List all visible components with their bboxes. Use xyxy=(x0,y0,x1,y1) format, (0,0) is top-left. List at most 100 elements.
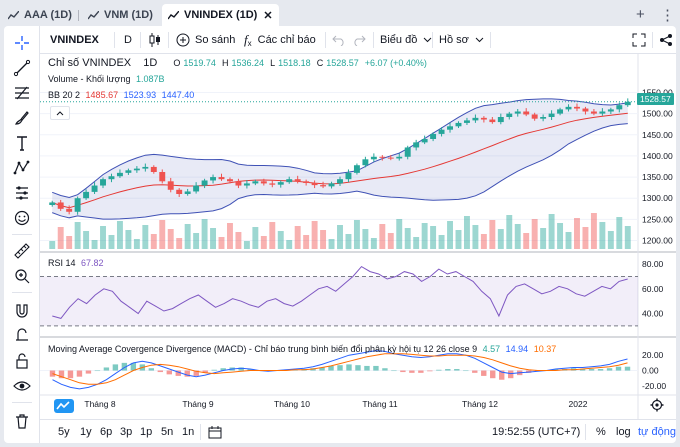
range-3m[interactable]: 3p xyxy=(120,426,133,438)
toolbar-divider xyxy=(12,234,32,235)
range-5d[interactable]: 5n xyxy=(161,426,174,438)
tab-divider xyxy=(78,10,79,21)
candle-body xyxy=(480,117,487,120)
time-tick-label: Tháng 12 xyxy=(462,399,498,409)
chevron-up-icon xyxy=(56,110,64,115)
candle-body xyxy=(599,111,606,114)
volume-bar xyxy=(540,228,547,249)
volume-label: Volume - Khối lượng xyxy=(48,74,131,84)
lock-icon[interactable] xyxy=(10,350,34,372)
trash-icon[interactable] xyxy=(10,410,34,432)
share-icon[interactable] xyxy=(659,26,673,54)
volume-bar xyxy=(574,218,580,249)
profile-dropdown[interactable]: Hồ sơ xyxy=(439,26,484,54)
range-1d[interactable]: 1n xyxy=(182,426,195,438)
price-tick-label: 1200.00 xyxy=(642,236,673,246)
bb-label: BB 20 2 xyxy=(48,90,81,100)
volume-bar xyxy=(311,221,318,249)
brush-icon[interactable] xyxy=(10,107,34,129)
range-5y[interactable]: 5y xyxy=(58,426,70,438)
goto-date-icon[interactable] xyxy=(208,420,222,443)
candle-body xyxy=(574,106,580,109)
redo-icon[interactable] xyxy=(352,26,366,54)
macd-histogram-bar xyxy=(166,370,172,375)
magnet-icon[interactable] xyxy=(10,300,34,322)
candle-body xyxy=(413,142,420,148)
range-6m[interactable]: 6p xyxy=(100,426,113,438)
percent-toggle[interactable]: % xyxy=(596,426,606,438)
candle-body xyxy=(83,191,90,199)
volume-bar xyxy=(430,226,437,249)
gear-icon[interactable] xyxy=(650,398,664,417)
text-tool-icon[interactable] xyxy=(10,132,34,154)
eye-icon[interactable] xyxy=(10,375,34,397)
trend-line-icon[interactable] xyxy=(10,57,34,79)
tab-vnm[interactable]: VNM (1D) xyxy=(88,4,153,26)
macd-histogram-bar xyxy=(499,370,505,380)
signal-line xyxy=(52,353,628,385)
macd-histogram-bar xyxy=(112,364,119,371)
zoom-in-icon[interactable] xyxy=(10,265,34,287)
tab-vnindex[interactable]: VNINDEX (1D) ✕ xyxy=(162,4,279,26)
macd-histogram-bar xyxy=(400,370,406,373)
volume-bar xyxy=(201,219,208,249)
volume-bar xyxy=(227,223,233,249)
tabs-menu-icon[interactable]: ⋮ xyxy=(660,7,675,24)
compare-button[interactable]: So sánh xyxy=(176,26,235,54)
chart-type-dropdown[interactable]: Biểu đồ xyxy=(380,26,432,54)
toolbar-divider xyxy=(12,402,32,403)
range-1y[interactable]: 1y xyxy=(80,426,92,438)
pattern-tool-icon[interactable] xyxy=(10,157,34,179)
tradingview-logo[interactable] xyxy=(54,399,74,413)
candle-body xyxy=(531,114,538,119)
macd-histogram-bar xyxy=(103,367,110,371)
add-tab-icon[interactable]: + xyxy=(636,6,645,23)
fullscreen-icon[interactable] xyxy=(632,26,646,54)
volume-bar xyxy=(455,230,462,249)
bollinger-lower-line xyxy=(52,123,628,220)
crosshair-icon[interactable] xyxy=(10,32,34,54)
candle-style-icon[interactable] xyxy=(148,26,162,54)
close-tab-icon[interactable]: ✕ xyxy=(263,9,273,22)
prediction-tool-icon[interactable] xyxy=(10,182,34,204)
emoji-icon[interactable] xyxy=(10,207,34,229)
volume-bar xyxy=(66,236,73,249)
rsi-legend: RSI 14 67.82 xyxy=(48,258,107,268)
profile-label: Hồ sơ xyxy=(439,34,469,46)
collapse-legend-button[interactable] xyxy=(50,106,70,120)
symbol-search[interactable]: VNINDEX xyxy=(50,34,99,46)
chart-area[interactable]: 1550.00 1500.00 1450.00 1400.00 1350.00 1300.… xyxy=(40,54,676,419)
candle-body xyxy=(540,117,547,119)
macd-histogram-bar xyxy=(328,365,334,371)
macd-histogram-bar xyxy=(238,367,244,371)
toolbar-divider xyxy=(373,32,374,48)
macd-histogram-bar xyxy=(175,370,181,376)
plus-circle-icon xyxy=(176,33,190,47)
log-toggle[interactable]: log xyxy=(616,426,631,438)
toolbar-divider xyxy=(652,32,653,48)
price-tick-label: 1450.00 xyxy=(642,130,673,140)
volume-bar xyxy=(438,235,445,249)
fib-tool-icon[interactable] xyxy=(10,82,34,104)
interval-selector[interactable]: D xyxy=(124,34,132,46)
chart-canvas[interactable]: 1550.00 1500.00 1450.00 1400.00 1350.00 1300.… xyxy=(40,54,676,419)
volume-bar xyxy=(404,228,411,249)
auto-toggle[interactable]: tự động xyxy=(638,426,676,438)
clock[interactable]: 19:52:55 (UTC+7) xyxy=(492,426,581,438)
macd-histogram-value: 4.57 xyxy=(482,344,501,354)
ruler-icon[interactable] xyxy=(10,240,34,262)
candle-body xyxy=(142,166,149,169)
undo-icon[interactable] xyxy=(332,26,346,54)
tab-aaa[interactable]: AAA (1D) xyxy=(8,4,72,26)
volume-bar xyxy=(489,220,496,249)
fx-icon-sub: x xyxy=(247,38,252,48)
stay-drawing-icon[interactable] xyxy=(10,325,34,347)
range-1m[interactable]: 1p xyxy=(140,426,153,438)
volume-bar xyxy=(387,233,394,249)
macd-histogram-bar xyxy=(94,370,101,372)
candle-body xyxy=(269,183,276,185)
bb-legend: BB 20 2 1485.67 1523.93 1447.40 xyxy=(48,90,197,100)
candle-body xyxy=(548,113,555,117)
volume-bar xyxy=(396,219,403,249)
